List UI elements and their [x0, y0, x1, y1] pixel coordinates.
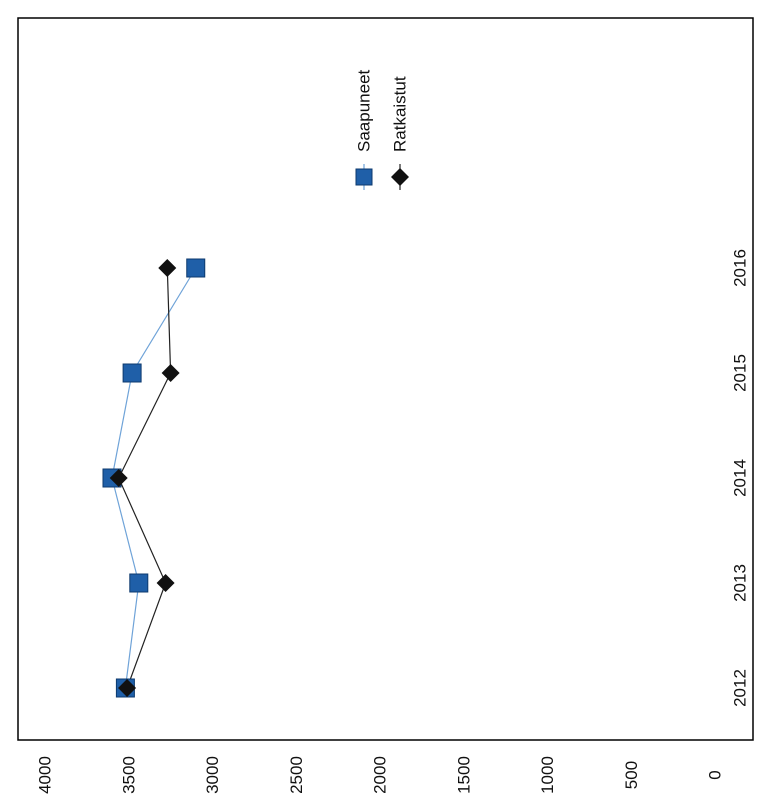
y-tick-label: 3000 [203, 756, 222, 794]
legend-item: Ratkaistut [391, 76, 410, 190]
data-point-saapuneet [129, 573, 149, 593]
x-tick-label: 2012 [731, 669, 750, 707]
series-points [102, 258, 206, 698]
data-point-ratkaistut [156, 574, 175, 592]
data-point-ratkaistut [109, 469, 128, 487]
data-point-ratkaistut [118, 679, 137, 697]
data-point-ratkaistut [158, 259, 177, 277]
legend-marker [391, 168, 409, 186]
legend-label: Ratkaistut [391, 76, 410, 152]
data-point-saapuneet [186, 258, 206, 278]
legend: Saapuneet Ratkaistut [355, 69, 410, 190]
legend-item: Saapuneet [355, 69, 374, 190]
legend-marker [355, 168, 373, 186]
data-point-saapuneet [122, 363, 142, 383]
legend-label: Saapuneet [355, 69, 374, 152]
x-tick-label: 2016 [731, 249, 750, 287]
x-axis-ticks: 2012 2013 2014 2015 2016 [731, 249, 750, 707]
plot-frame [17, 17, 754, 741]
y-tick-label: 0 [706, 770, 725, 779]
y-tick-label: 500 [622, 761, 641, 789]
y-tick-label: 4000 [36, 756, 55, 794]
y-tick-label: 3500 [119, 756, 138, 794]
y-tick-label: 1000 [538, 756, 557, 794]
x-tick-label: 2014 [731, 459, 750, 497]
data-point-ratkaistut [161, 364, 180, 382]
y-tick-label: 2500 [287, 756, 306, 794]
y-tick-label: 1500 [454, 756, 473, 794]
y-axis-ticks: 0 500 1000 1500 2000 2500 3000 3500 4000 [36, 756, 725, 794]
x-tick-label: 2015 [731, 354, 750, 392]
y-tick-label: 2000 [371, 756, 390, 794]
x-tick-label: 2013 [731, 564, 750, 602]
